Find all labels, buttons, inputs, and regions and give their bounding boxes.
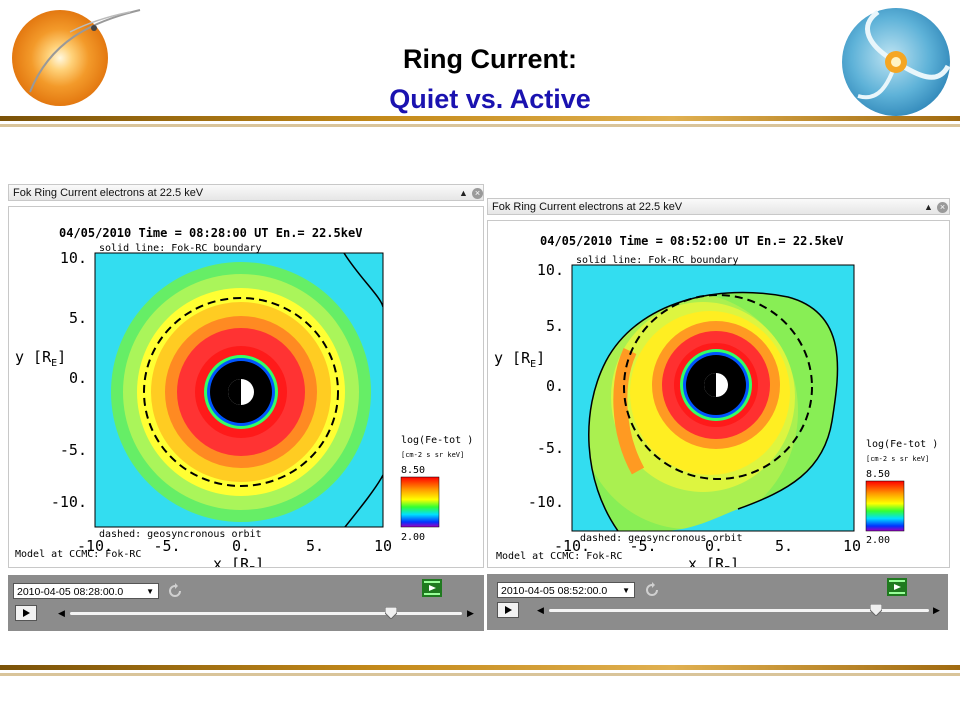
bottom-divider-thin (0, 673, 960, 676)
y-tick: 0. (546, 377, 564, 395)
step-forward-icon[interactable]: ▶ (933, 605, 940, 615)
y-tick: 0. (69, 369, 87, 387)
panel-header: Fok Ring Current electrons at 22.5 keV ▲… (8, 184, 484, 201)
refresh-icon[interactable] (643, 581, 661, 599)
y-axis-label: y [RE] (15, 348, 66, 369)
collapse-icon[interactable]: ▲ (924, 202, 933, 212)
refresh-icon[interactable] (166, 582, 184, 600)
y-tick: 10. (60, 249, 87, 267)
timestamp-value: 2010-04-05 08:52:00.0 (501, 585, 608, 597)
time-slider-track[interactable] (70, 612, 462, 615)
y-tick: 5. (546, 317, 564, 335)
play-icon (23, 609, 30, 617)
x-axis-label: x [RE] (688, 555, 739, 567)
step-forward-icon[interactable]: ▶ (467, 608, 474, 618)
step-back-icon[interactable]: ◀ (58, 608, 65, 618)
colorbar-units: [cm-2 s sr keV] (401, 451, 464, 459)
bottom-divider (0, 665, 960, 670)
play-button[interactable] (15, 605, 37, 621)
playback-controls: 2010-04-05 08:28:00.0 ▼ ◀ ▶ (8, 575, 484, 631)
panel-header: Fok Ring Current electrons at 22.5 keV ▲… (487, 198, 950, 215)
colorbar-max: 8.50 (866, 469, 890, 480)
colorbar-max: 8.50 (401, 465, 425, 476)
panel-header-title: Fok Ring Current electrons at 22.5 keV (13, 187, 204, 199)
sun-logo-icon (12, 9, 141, 106)
colorbar (865, 480, 905, 532)
timestamp-select[interactable]: 2010-04-05 08:52:00.0 ▼ (497, 582, 635, 598)
plot-panel-active: Fok Ring Current electrons at 22.5 keV ▲… (487, 198, 950, 634)
model-note: Model at CCMC: Fok-RC (496, 551, 622, 562)
movie-icon[interactable] (422, 579, 442, 597)
solid-line-note: solid line: Fok-RC boundary (576, 255, 739, 266)
dropdown-arrow-icon: ▼ (622, 586, 630, 595)
x-tick: 5. (775, 537, 793, 555)
x-tick: -10. (554, 537, 590, 555)
model-note: Model at CCMC: Fok-RC (15, 549, 141, 560)
collapse-icon[interactable]: ▲ (459, 188, 468, 198)
colorbar-title: log(Fe-tot ) (866, 439, 938, 450)
slide-title: Ring Current: (403, 44, 577, 74)
x-tick: 5. (306, 537, 324, 555)
plot-frame: 04/05/2010 Time = 08:28:00 UT En.= 22.5k… (8, 206, 484, 576)
y-tick: 10. (537, 261, 564, 279)
plot-panel-quiet: Fok Ring Current electrons at 22.5 keV ▲… (8, 184, 484, 634)
top-divider (0, 116, 960, 121)
top-divider-thin (0, 124, 960, 127)
plot-title: 04/05/2010 Time = 08:52:00 UT En.= 22.5k… (540, 234, 843, 248)
x-tick: 0. (232, 537, 250, 555)
time-slider-track[interactable] (549, 609, 929, 612)
slide-subtitle: Quiet vs. Active (389, 84, 591, 114)
magnetosphere-logo-icon (842, 8, 951, 116)
x-tick: 10 (374, 537, 392, 555)
solid-line-note: solid line: Fok-RC boundary (99, 243, 262, 254)
y-tick: -10. (51, 493, 87, 511)
dashed-line-note: dashed: geosyncronous orbit (99, 529, 262, 540)
x-tick: -10. (77, 537, 113, 555)
y-tick: -5. (537, 439, 564, 457)
colorbar-min: 2.00 (866, 535, 890, 546)
x-tick: -5. (629, 537, 656, 555)
colorbar-units: [cm-2 s sr keV] (866, 455, 929, 463)
y-tick: 5. (69, 309, 87, 327)
colorbar-min: 2.00 (401, 532, 425, 543)
time-slider-thumb[interactable] (385, 607, 398, 619)
x-axis-label: x [RE] (213, 555, 264, 567)
timestamp-select[interactable]: 2010-04-05 08:28:00.0 ▼ (13, 583, 159, 599)
y-tick: -10. (528, 493, 564, 511)
timestamp-value: 2010-04-05 08:28:00.0 (17, 586, 124, 598)
x-tick: -5. (153, 537, 180, 555)
ring-current-plot-quiet: 04/05/2010 Time = 08:28:00 UT En.= 22.5k… (15, 226, 473, 576)
play-icon (505, 606, 512, 614)
colorbar-title: log(Fe-tot ) (401, 435, 473, 446)
colorbar (400, 476, 440, 528)
panel-header-title: Fok Ring Current electrons at 22.5 keV (492, 201, 683, 213)
dashed-line-note: dashed: geosyncronous orbit (580, 533, 743, 544)
ring-current-plot-active: 04/05/2010 Time = 08:52:00 UT En.= 22.5k… (494, 234, 938, 576)
time-slider-thumb[interactable] (869, 604, 882, 616)
close-icon[interactable]: × (937, 202, 948, 213)
x-tick: 0. (705, 537, 723, 555)
movie-icon[interactable] (887, 578, 907, 596)
close-icon[interactable]: × (472, 188, 483, 199)
y-tick: -5. (60, 441, 87, 459)
plot-title: 04/05/2010 Time = 08:28:00 UT En.= 22.5k… (59, 226, 362, 240)
playback-controls: 2010-04-05 08:52:00.0 ▼ ◀ ▶ (487, 574, 948, 630)
plot-frame: 04/05/2010 Time = 08:52:00 UT En.= 22.5k… (487, 220, 950, 576)
dropdown-arrow-icon: ▼ (146, 587, 154, 596)
play-button[interactable] (497, 602, 519, 618)
step-back-icon[interactable]: ◀ (537, 605, 544, 615)
y-axis-label: y [RE] (494, 349, 545, 370)
x-tick: 10 (843, 537, 861, 555)
